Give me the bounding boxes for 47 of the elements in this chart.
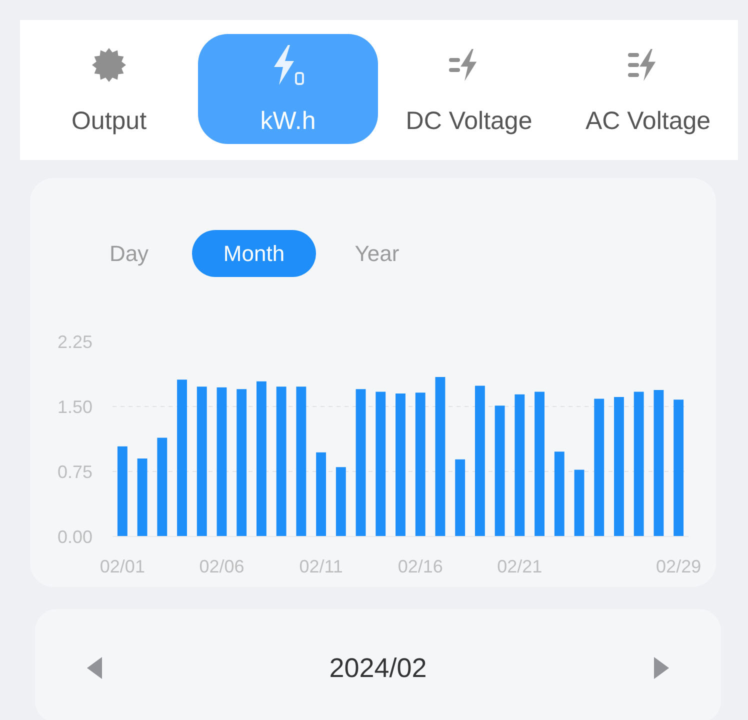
bar [117, 446, 128, 536]
bar [137, 458, 148, 536]
text: Output [70, 106, 148, 136]
x-tick-label: 02/06 [199, 556, 244, 576]
bar [296, 386, 306, 536]
bar [514, 394, 525, 536]
text: 2024/02 [328, 652, 428, 685]
x-tick-label: 02/29 [656, 556, 702, 576]
text: DC Voltage [404, 106, 534, 136]
y-tick-label: 1.50 [57, 397, 93, 417]
text: Month [222, 240, 286, 268]
bar [356, 389, 366, 536]
y-tick-label: 2.25 [57, 332, 93, 352]
bar [574, 470, 584, 536]
bar [614, 396, 624, 536]
x-tick-label: 02/11 [299, 556, 343, 576]
text: AC Voltage [584, 106, 712, 136]
y-tick-label: 0.00 [57, 527, 93, 547]
bar [316, 452, 326, 536]
bar [256, 381, 266, 536]
bar [554, 452, 564, 536]
text: kW.h [259, 106, 317, 136]
text: Year [354, 240, 400, 268]
bar [177, 380, 187, 536]
bar [157, 438, 168, 536]
x-tick-label: 02/16 [398, 556, 443, 576]
bar [594, 398, 604, 536]
bar [494, 406, 505, 536]
bar [336, 467, 346, 536]
bar [654, 390, 664, 536]
x-tick-label: 02/01 [100, 556, 145, 576]
bar [276, 386, 286, 536]
bar [196, 386, 207, 536]
bar [455, 459, 466, 536]
bar [435, 377, 446, 536]
bar [396, 394, 406, 536]
y-tick-label: 0.75 [57, 462, 93, 482]
bar [674, 400, 684, 536]
bar [236, 389, 247, 536]
bar [474, 386, 485, 536]
x-tick-label: 02/21 [497, 556, 542, 576]
bar [415, 392, 426, 536]
bar [376, 392, 386, 536]
bar [216, 387, 227, 536]
bar [534, 392, 544, 536]
text: Day [108, 240, 150, 268]
bar [634, 392, 644, 536]
